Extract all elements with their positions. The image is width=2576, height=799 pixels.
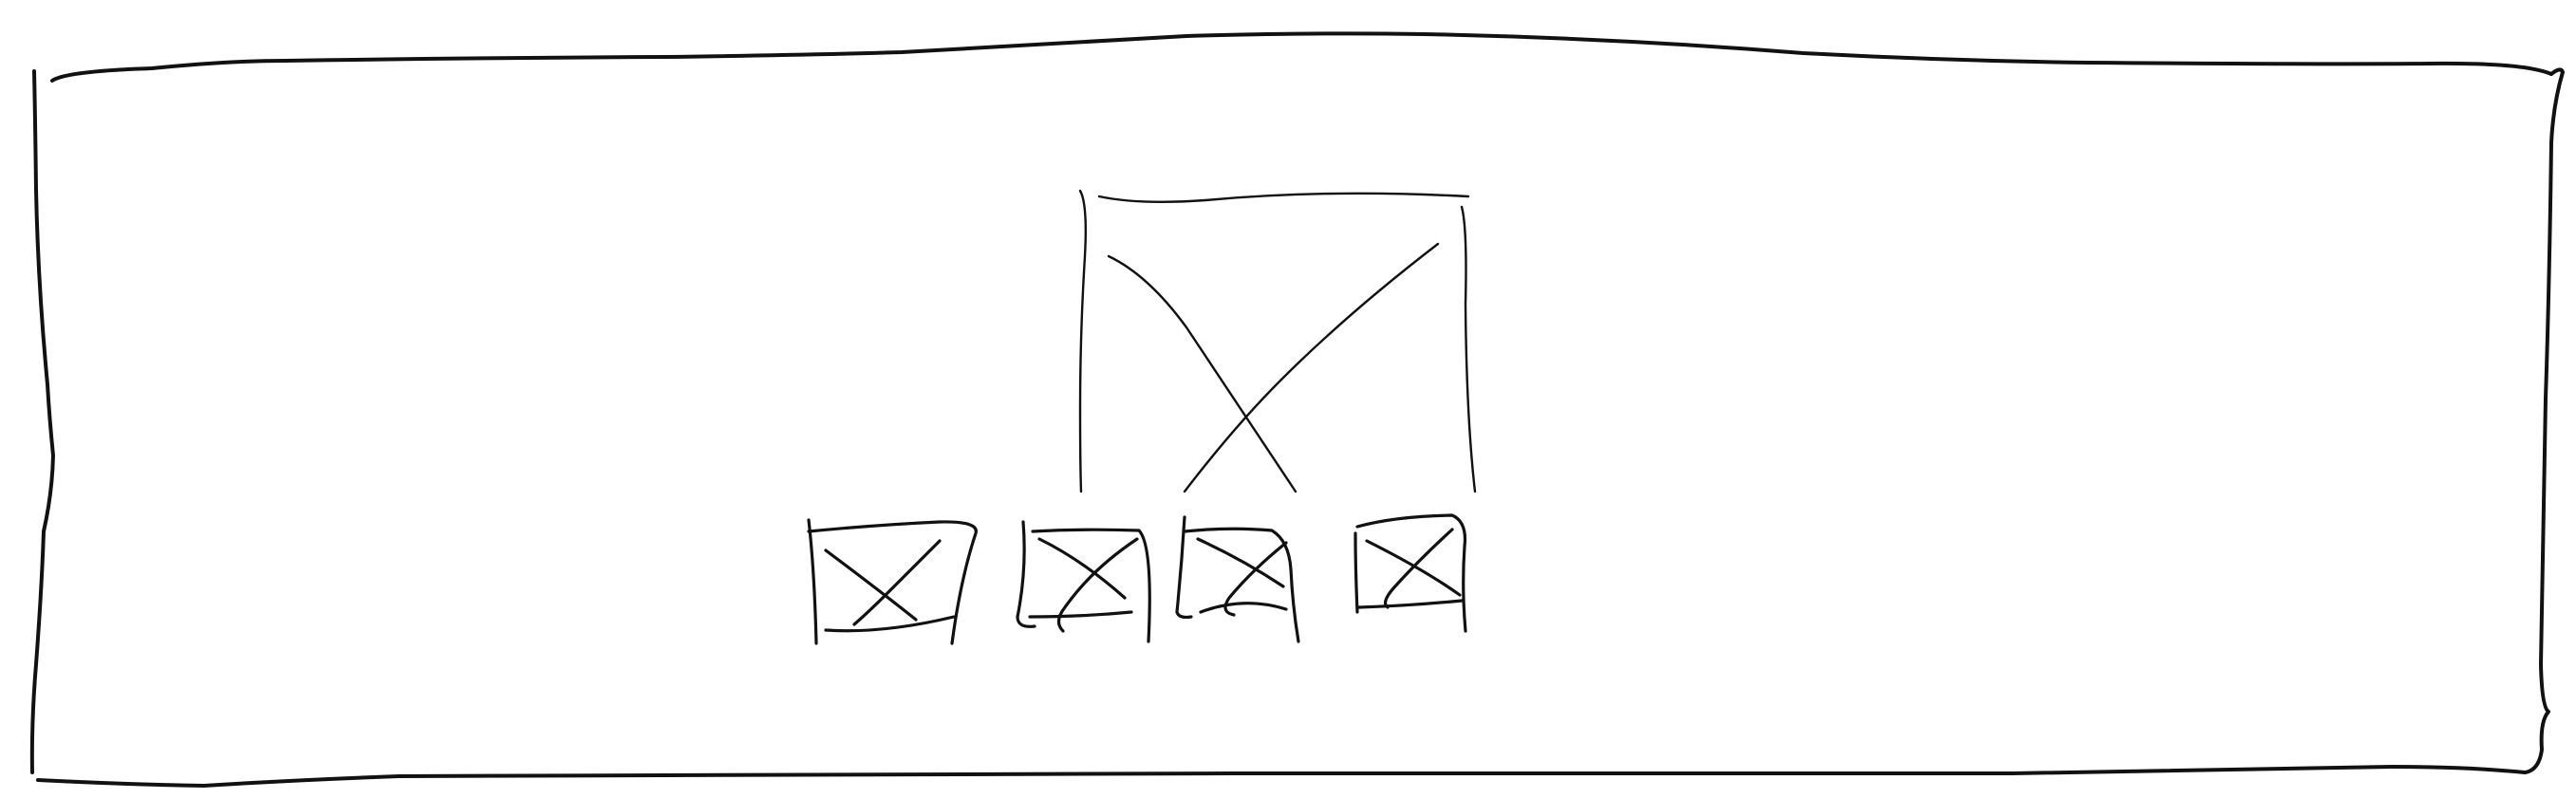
thumbnail-4-cross-b xyxy=(1383,528,1454,609)
main-image-right-edge xyxy=(1460,205,1477,493)
main-image-cross-b xyxy=(1183,242,1440,493)
thumbnail-4-cross-a xyxy=(1365,539,1462,597)
main-image-placeholder xyxy=(1078,189,1477,493)
thumbnail-2-bottom-edge xyxy=(1028,610,1133,619)
main-image-left-edge xyxy=(1078,189,1087,493)
frame-left-edge xyxy=(29,69,55,774)
thumbnail-3-left-edge xyxy=(1175,515,1193,620)
thumbnail-4-left-edge xyxy=(1353,531,1359,614)
thumbnail-1-bottom-edge xyxy=(824,615,956,633)
main-image-top-edge xyxy=(1097,192,1470,203)
thumbnail-4-top-edge xyxy=(1355,513,1467,633)
thumbnail-1-cross-a xyxy=(824,548,918,622)
thumbnail-2[interactable] xyxy=(1016,520,1151,643)
thumbnail-1-top-edge xyxy=(807,520,978,645)
frame-bottom-edge xyxy=(36,765,2527,788)
thumbnail-2-left-edge xyxy=(1016,520,1036,628)
thumbnail-1[interactable] xyxy=(807,518,978,645)
thumbnail-2-cross-b xyxy=(1056,537,1139,633)
main-image-cross-a xyxy=(1107,254,1297,493)
thumbnail-3-cross-a xyxy=(1196,537,1285,588)
thumbnail-4[interactable] xyxy=(1353,513,1467,633)
thumbnail-1-left-edge xyxy=(807,518,818,645)
frame-right-edge xyxy=(2523,67,2565,774)
frame-top-edge xyxy=(50,31,2553,83)
thumbnail-3[interactable] xyxy=(1175,515,1300,643)
thumbnail-3-cross-b xyxy=(1223,541,1288,617)
outer-frame xyxy=(29,31,2565,788)
thumbnail-3-bottom-edge xyxy=(1199,602,1288,614)
thumbnail-2-top-edge xyxy=(1031,528,1151,643)
thumbnail-1-cross-b xyxy=(852,539,942,626)
thumbnail-2-cross-a xyxy=(1037,537,1127,600)
thumbnail-4-bottom-edge xyxy=(1357,599,1464,609)
